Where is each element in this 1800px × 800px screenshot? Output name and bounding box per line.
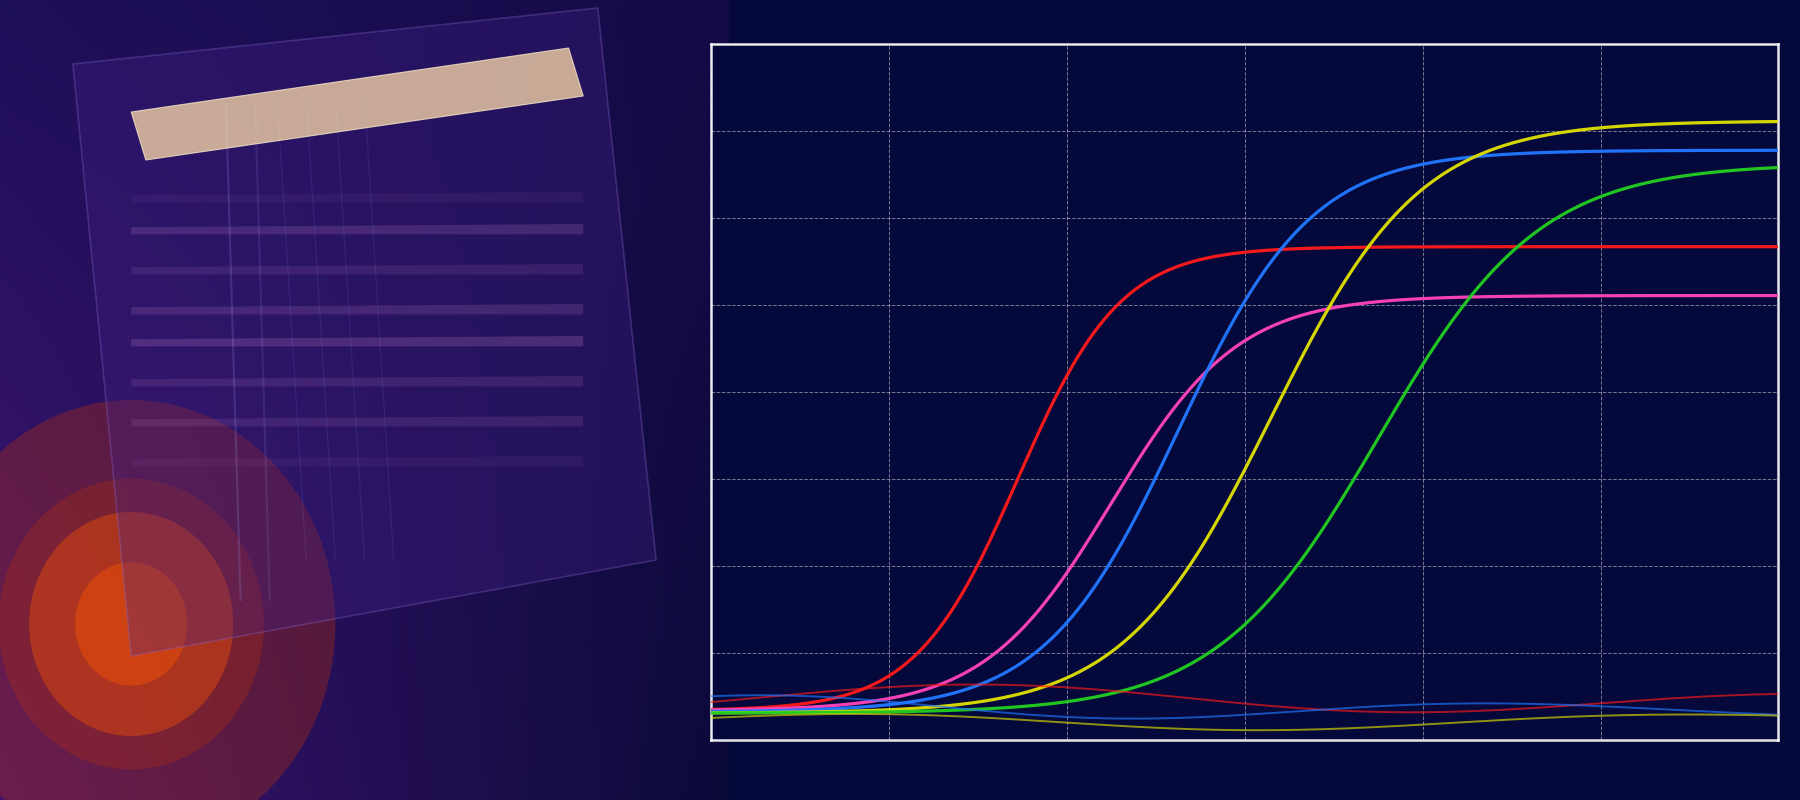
Polygon shape bbox=[72, 8, 655, 656]
Polygon shape bbox=[131, 48, 583, 160]
Polygon shape bbox=[131, 192, 583, 202]
Polygon shape bbox=[131, 376, 583, 386]
Polygon shape bbox=[131, 264, 583, 274]
Circle shape bbox=[0, 478, 265, 770]
Circle shape bbox=[76, 562, 187, 686]
Polygon shape bbox=[131, 456, 583, 466]
Polygon shape bbox=[131, 304, 583, 314]
Circle shape bbox=[29, 512, 234, 736]
Polygon shape bbox=[131, 336, 583, 346]
Polygon shape bbox=[131, 416, 583, 426]
Polygon shape bbox=[131, 224, 583, 234]
Circle shape bbox=[0, 400, 335, 800]
